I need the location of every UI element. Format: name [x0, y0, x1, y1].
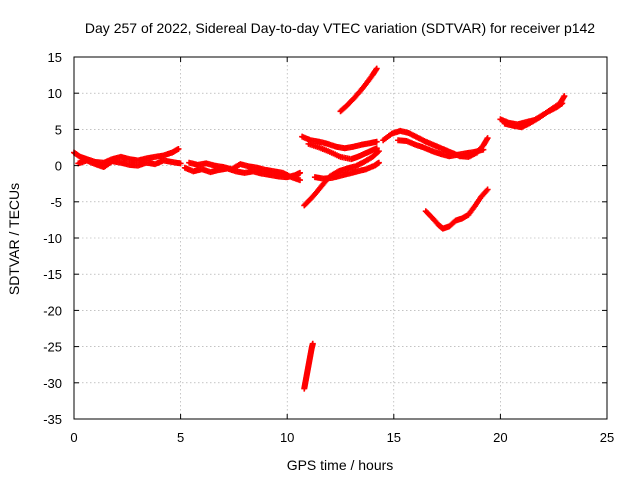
series-arc-4 — [186, 159, 303, 184]
series-arc-2 — [75, 157, 184, 171]
y-tick-label: 5 — [55, 122, 62, 137]
data-point — [484, 135, 491, 142]
y-tick-label: 15 — [48, 50, 62, 65]
x-tick-label: 5 — [177, 430, 184, 445]
data-point — [177, 160, 184, 167]
series-arc-11 — [380, 127, 491, 160]
data-point — [561, 93, 568, 100]
x-tick-label: 0 — [70, 430, 77, 445]
data-point — [480, 146, 487, 153]
series-arc-12 — [395, 137, 487, 160]
data-point — [559, 100, 566, 107]
data-point — [484, 186, 491, 193]
chart-title: Day 257 of 2022, Sidereal Day-to-day VTE… — [85, 20, 595, 36]
x-tick-label: 10 — [280, 430, 294, 445]
data-point — [373, 138, 380, 145]
data-point — [175, 145, 182, 152]
series-arc-7 — [305, 140, 380, 163]
y-tick-label: -15 — [43, 267, 62, 282]
x-tick-label: 20 — [493, 430, 507, 445]
x-tick-label: 15 — [387, 430, 401, 445]
data-point — [296, 177, 303, 184]
series-arc-6 — [299, 133, 380, 152]
data-point — [374, 149, 381, 156]
data-point — [309, 340, 316, 347]
y-tick-label: -5 — [50, 195, 62, 210]
data-point — [373, 65, 380, 72]
y-tick-label: 0 — [55, 159, 62, 174]
series-arc-5 — [301, 340, 316, 392]
data-marks — [71, 65, 568, 392]
series-arc-9 — [311, 159, 382, 182]
y-tick-label: -30 — [43, 376, 62, 391]
data-point — [375, 148, 382, 155]
ticks: 0 5 10 15 20 25 15 10 5 0 -5 -10 -15 -20 -25 -30 -35 — [43, 50, 614, 445]
data-point — [375, 159, 382, 166]
data-point — [296, 169, 303, 176]
y-tick-label: -35 — [43, 412, 62, 427]
series-arc-10 — [337, 65, 380, 115]
series-arc-13 — [422, 186, 491, 232]
y-tick-label: -20 — [43, 303, 62, 318]
y-tick-label: -10 — [43, 231, 62, 246]
y-tick-label: 10 — [48, 86, 62, 101]
x-axis-label: GPS time / hours — [287, 457, 394, 473]
x-tick-label: 25 — [600, 430, 614, 445]
y-axis-label: SDTVAR / TECUs — [6, 183, 22, 295]
y-tick-label: -25 — [43, 340, 62, 355]
series-arc-15 — [501, 100, 566, 131]
